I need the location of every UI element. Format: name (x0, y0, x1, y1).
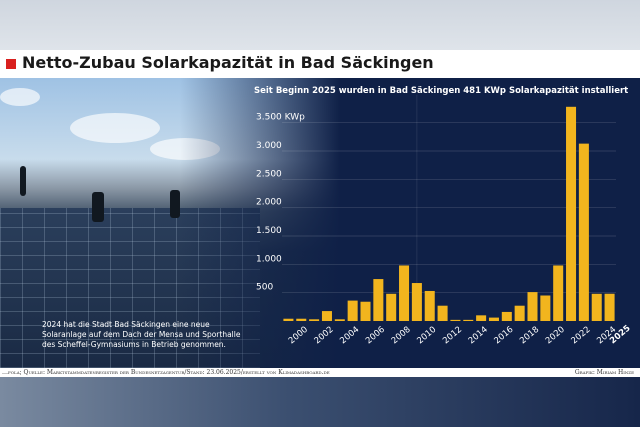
y-tick-label: 3.000 (256, 141, 282, 151)
bar-2005 (347, 300, 358, 321)
bar-2001 (296, 318, 307, 321)
bar-2020 (540, 295, 551, 321)
title-marker (6, 59, 16, 69)
background-blur-bottom (0, 377, 640, 427)
title-bar: Netto-Zubau Solarkapazität in Bad Säckin… (0, 50, 640, 78)
y-tick-label: 1.000 (256, 254, 282, 264)
bar-2008 (386, 293, 397, 321)
bar-2011 (424, 290, 435, 321)
y-tick-label: 1.500 (256, 226, 282, 236)
x-tick-label: 2010 (415, 325, 438, 347)
x-tick-label: 2014 (467, 325, 490, 347)
credit-text: Grafik: Miriam Hinze (574, 369, 634, 376)
bar-2023 (578, 143, 589, 321)
bar-2013 (450, 319, 461, 321)
x-tick-label: 2020 (544, 325, 567, 347)
x-tick-label: 2000 (287, 325, 310, 347)
x-tick-label: 2022 (570, 325, 593, 347)
bar-2018 (514, 305, 525, 321)
x-tick-label: 2018 (518, 325, 541, 347)
bar-2021 (553, 265, 564, 321)
page-title: Netto-Zubau Solarkapazität in Bad Säckin… (22, 53, 434, 72)
x-tick-label: 2012 (441, 325, 464, 347)
cloud-shape (0, 88, 40, 106)
bar-2019 (527, 292, 538, 321)
worker-figure (170, 190, 180, 218)
background-blur-top (0, 0, 640, 50)
church-tower (20, 166, 26, 196)
bar-2003 (321, 311, 332, 321)
x-tick-label: 2004 (338, 325, 361, 347)
cloud-shape (70, 113, 160, 143)
bar-2002 (309, 319, 320, 321)
source-bar: …fola; Quelle: Marktstammdatenregister d… (0, 368, 640, 377)
y-tick-label: 500 (256, 283, 273, 293)
bar-2010 (411, 283, 422, 321)
x-tick-label: 2016 (492, 325, 515, 347)
bar-2006 (360, 301, 371, 321)
bar-2015 (476, 315, 487, 321)
x-tick-label: 2008 (390, 325, 413, 347)
chart-title: Seit Beginn 2025 wurden in Bad Säckingen… (254, 86, 629, 96)
bar-2016 (488, 317, 499, 321)
y-tick-label: 2.500 (256, 169, 282, 179)
photo-caption: 2024 hat die Stadt Bad Säckingen eine ne… (42, 320, 241, 349)
worker-figure (92, 192, 104, 222)
y-tick-label: 2.000 (256, 198, 282, 208)
x-tick-label: 2002 (313, 325, 336, 347)
bar-2025 (604, 293, 615, 321)
source-text: …fola; Quelle: Marktstammdatenregister d… (2, 369, 330, 376)
bar-2012 (437, 305, 448, 321)
bar-2014 (463, 319, 474, 321)
bar-2000 (283, 318, 294, 321)
x-tick-label: 2006 (364, 325, 387, 347)
bar-2017 (501, 311, 512, 321)
y-tick-label: 3.500 KWp (256, 113, 305, 123)
bar-2004 (334, 319, 345, 321)
bar-2022 (566, 106, 577, 321)
bar-2007 (373, 279, 384, 321)
bar-2024 (591, 293, 602, 321)
bar-2009 (399, 265, 410, 321)
chart-panel: 2024 hat die Stadt Bad Säckingen eine ne… (0, 78, 640, 368)
